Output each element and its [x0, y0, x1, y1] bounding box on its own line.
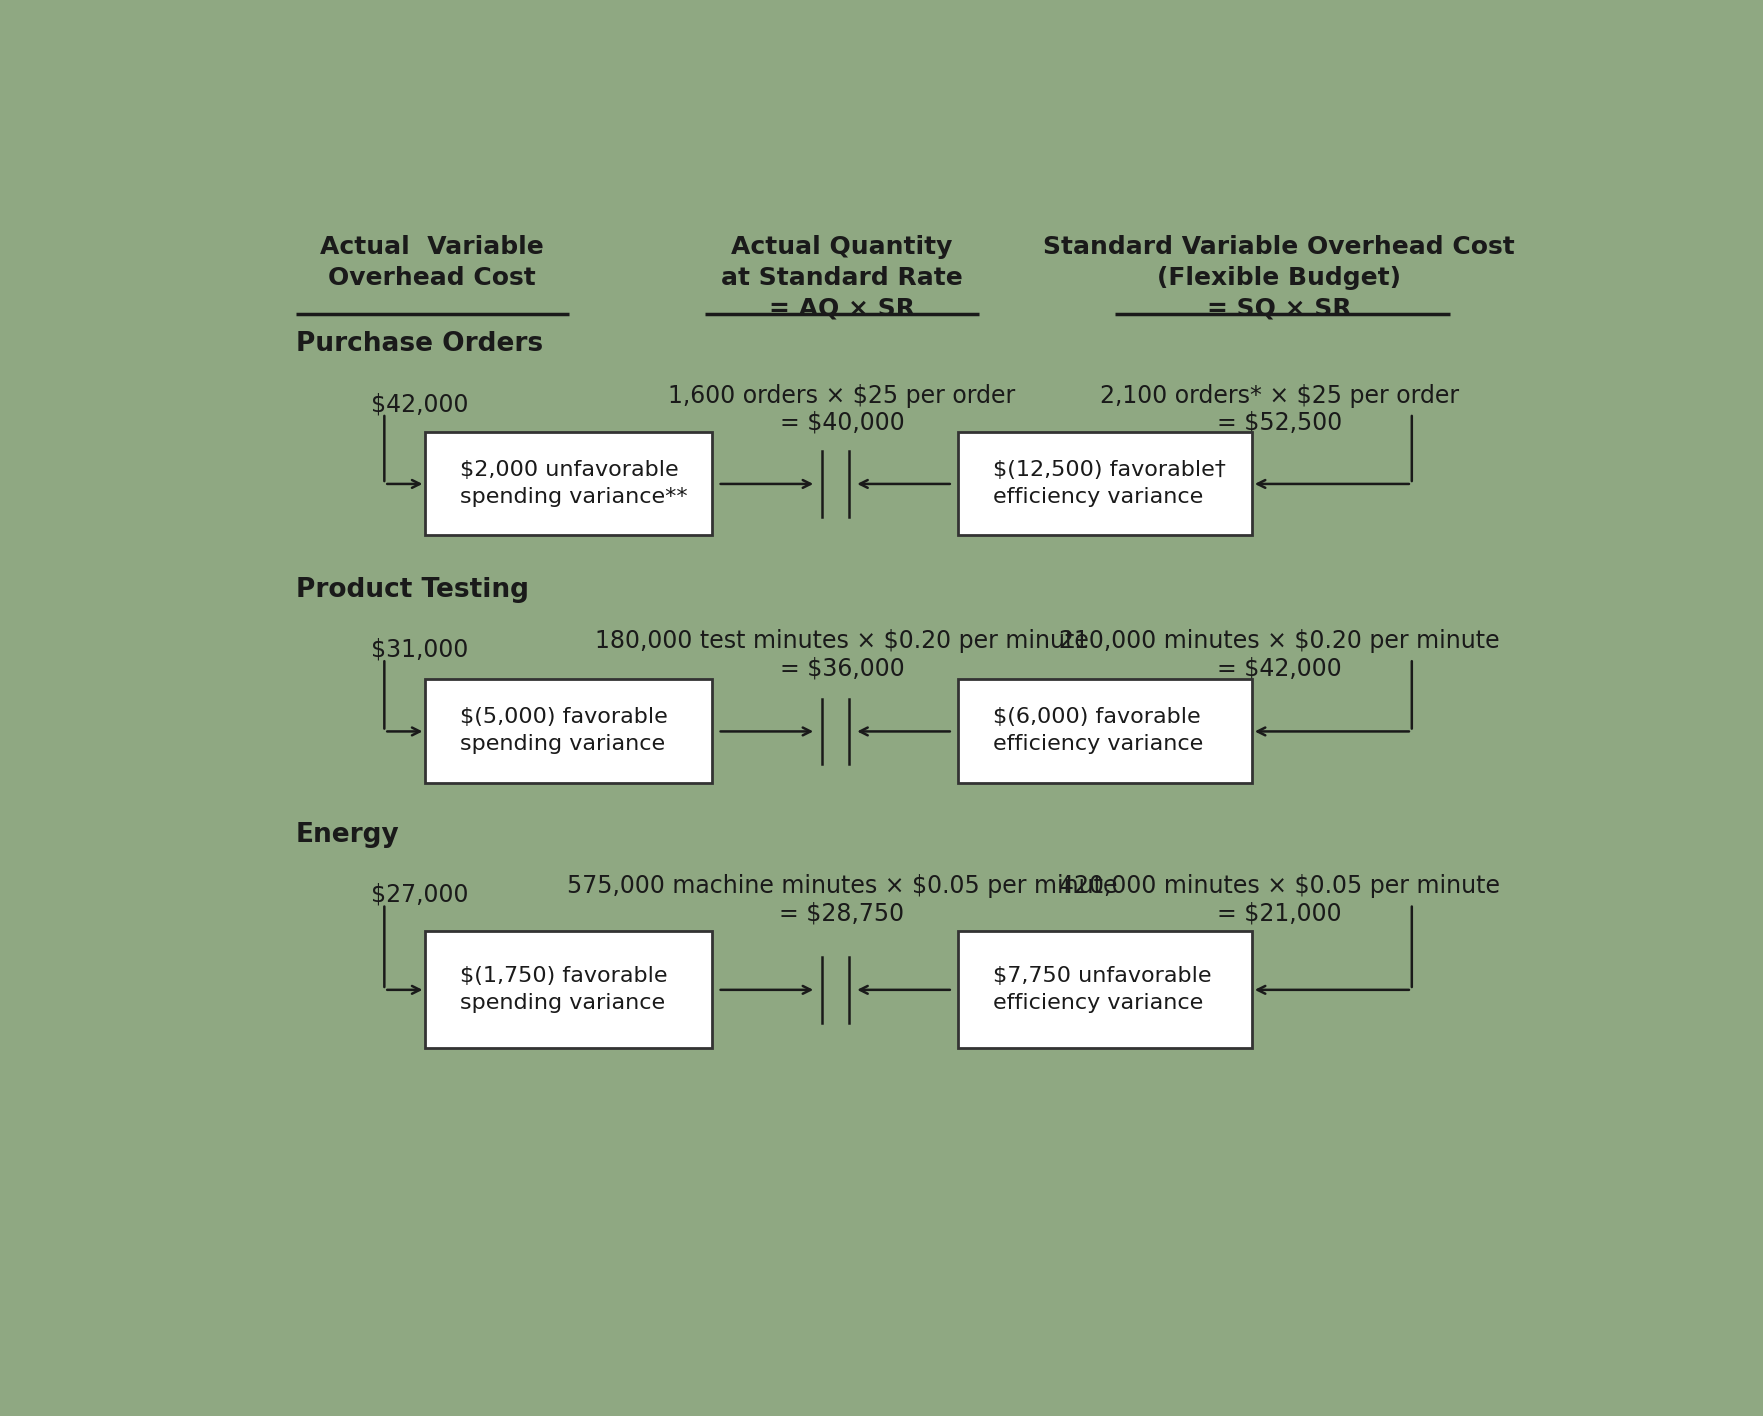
Text: Actual Quantity
at Standard Rate
= AQ × SR: Actual Quantity at Standard Rate = AQ × … — [721, 235, 963, 320]
Text: Standard Variable Overhead Cost
(Flexible Budget)
= SQ × SR: Standard Variable Overhead Cost (Flexibl… — [1044, 235, 1514, 320]
Text: 575,000 machine minutes × $0.05 per minute: 575,000 machine minutes × $0.05 per minu… — [566, 874, 1118, 898]
Text: = $21,000: = $21,000 — [1216, 902, 1342, 926]
Text: $(12,500) favorable†
efficiency variance: $(12,500) favorable† efficiency variance — [993, 460, 1227, 507]
Text: 420,000 minutes × $0.05 per minute: 420,000 minutes × $0.05 per minute — [1060, 874, 1500, 898]
Text: = $40,000: = $40,000 — [779, 411, 904, 435]
Text: $(5,000) favorable
spending variance: $(5,000) favorable spending variance — [460, 707, 668, 755]
Bar — [425, 680, 712, 783]
Text: = $52,500: = $52,500 — [1216, 411, 1342, 435]
Bar — [425, 930, 712, 1048]
Text: = $28,750: = $28,750 — [779, 902, 904, 926]
Text: Purchase Orders: Purchase Orders — [296, 331, 543, 357]
Text: $42,000: $42,000 — [370, 392, 469, 416]
Text: $(1,750) favorable
spending variance: $(1,750) favorable spending variance — [460, 966, 666, 1012]
Text: 1,600 orders × $25 per order: 1,600 orders × $25 per order — [668, 384, 1015, 408]
Bar — [959, 930, 1252, 1048]
Bar — [959, 432, 1252, 535]
Text: 2,100 orders* × $25 per order: 2,100 orders* × $25 per order — [1100, 384, 1458, 408]
Text: $31,000: $31,000 — [370, 637, 467, 661]
Text: $2,000 unfavorable
spending variance**: $2,000 unfavorable spending variance** — [460, 460, 688, 507]
Text: Energy: Energy — [296, 823, 398, 848]
Text: $(6,000) favorable
efficiency variance: $(6,000) favorable efficiency variance — [993, 707, 1204, 755]
Text: 180,000 test minutes × $0.20 per minute: 180,000 test minutes × $0.20 per minute — [596, 629, 1090, 653]
Text: $27,000: $27,000 — [370, 884, 469, 908]
Text: $7,750 unfavorable
efficiency variance: $7,750 unfavorable efficiency variance — [993, 966, 1211, 1012]
Bar — [425, 432, 712, 535]
Text: = $42,000: = $42,000 — [1216, 656, 1342, 680]
Text: 210,000 minutes × $0.20 per minute: 210,000 minutes × $0.20 per minute — [1060, 629, 1500, 653]
Bar — [959, 680, 1252, 783]
Text: Product Testing: Product Testing — [296, 576, 529, 603]
Text: Actual  Variable
Overhead Cost: Actual Variable Overhead Cost — [321, 235, 545, 290]
Text: = $36,000: = $36,000 — [779, 656, 904, 680]
